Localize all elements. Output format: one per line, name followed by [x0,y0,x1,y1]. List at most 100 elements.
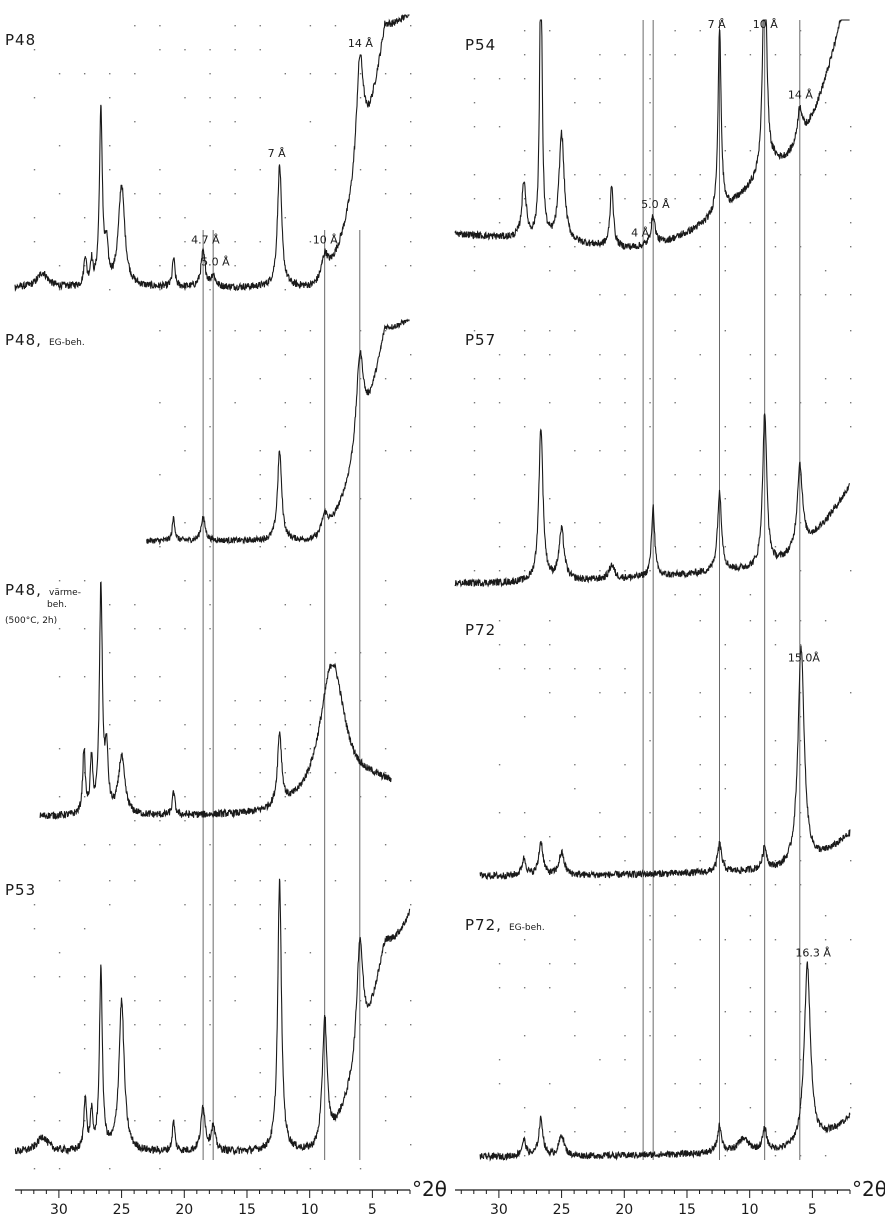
panel-sublabel-3: (500°C, 2h) [5,616,57,626]
grid-dot [83,796,86,798]
grid-dot [724,450,727,452]
grid-dot [234,25,236,27]
x-tick-label: 25 [553,1202,571,1218]
grid-dot [259,25,261,27]
grid-dot [309,844,312,846]
grid-dot [259,1168,261,1170]
grid-dot [699,939,701,941]
grid-dot [209,844,211,846]
grid-dot [109,169,111,171]
grid-dot [134,73,136,75]
grid-dot [774,884,777,886]
grid-dot [774,546,777,548]
grid-dot [309,1048,312,1050]
grid-dot [159,217,161,219]
grid-dot [624,668,626,670]
grid-dot [334,652,337,654]
grid-dot [309,952,312,954]
grid-dot [774,426,777,428]
grid-dot [574,450,576,452]
grid-dot [523,54,526,56]
grid-dot [574,915,576,917]
grid-dot [749,150,752,152]
grid-dot [649,740,651,742]
grid-dot [134,976,136,978]
grid-dot [850,330,852,332]
grid-dot [774,1155,777,1157]
grid-dot [549,198,551,200]
grid-dot [184,289,186,291]
grid-dot [674,915,676,917]
grid-dot [209,628,211,630]
diffraction-trace [479,961,851,1162]
grid-dot [58,880,61,882]
grid-dot [574,1107,576,1109]
grid-dot [699,594,701,596]
grid-dot [209,378,211,380]
grid-dot [209,49,211,51]
grid-dot [574,668,576,670]
grid-dot [774,740,777,742]
grid-dot [359,652,362,654]
grid-dot [284,928,287,930]
grid-dot [624,1155,626,1157]
grid-dot [309,241,312,243]
grid-dot [549,860,551,862]
grid-dot [384,772,387,774]
grid-dot [649,915,651,917]
grid-dot [774,1131,777,1133]
grid-dot [184,580,186,582]
grid-dot [498,1059,501,1061]
peak-annotation: 5.0 Å [641,198,670,211]
grid-dot [234,904,236,906]
grid-dot [599,692,601,694]
grid-dot [749,987,752,989]
grid-dot [799,54,802,56]
grid-dot [649,1035,651,1037]
grid-dot [284,796,287,798]
grid-dot [473,126,476,128]
grid-dot [259,378,261,380]
grid-dot [549,692,551,694]
grid-dot [259,241,261,243]
grid-dot [799,812,802,814]
grid-dot [724,644,727,646]
grid-dot [473,378,476,380]
grid-dot [699,294,701,296]
grid-dot [523,1155,526,1157]
grid-dot [58,748,61,750]
grid-dot [799,474,802,476]
grid-dot [159,49,161,51]
grid-dot [259,498,261,500]
grid-dot [134,25,136,27]
grid-dot [473,570,476,572]
grid-dot [410,904,412,906]
grid-dot [799,522,802,524]
grid-dot [574,522,576,524]
grid-dot [159,169,161,171]
grid-dot [159,193,161,195]
grid-dot [498,126,501,128]
grid-dot [774,222,777,224]
grid-dot [184,1120,186,1122]
grid-dot [184,628,186,630]
grid-dot [309,121,312,123]
grid-dot [498,546,501,548]
diffraction-trace [14,14,410,292]
grid-dot [523,78,526,80]
grid-dot [159,1024,161,1026]
panel-label: P72, [465,916,502,934]
panel-sublabel: värme- [49,588,81,598]
grid-dot [850,246,852,248]
peak-annotation: 14 Å [788,88,813,101]
grid-dot [599,402,601,404]
grid-dot [259,330,261,332]
grid-dot [574,546,576,548]
grid-dot [523,378,526,380]
grid-dot [259,880,261,882]
grid-dot [159,820,161,822]
grid-dot [384,169,387,171]
grid-dot [574,788,576,790]
diffraction-trace [39,581,392,820]
